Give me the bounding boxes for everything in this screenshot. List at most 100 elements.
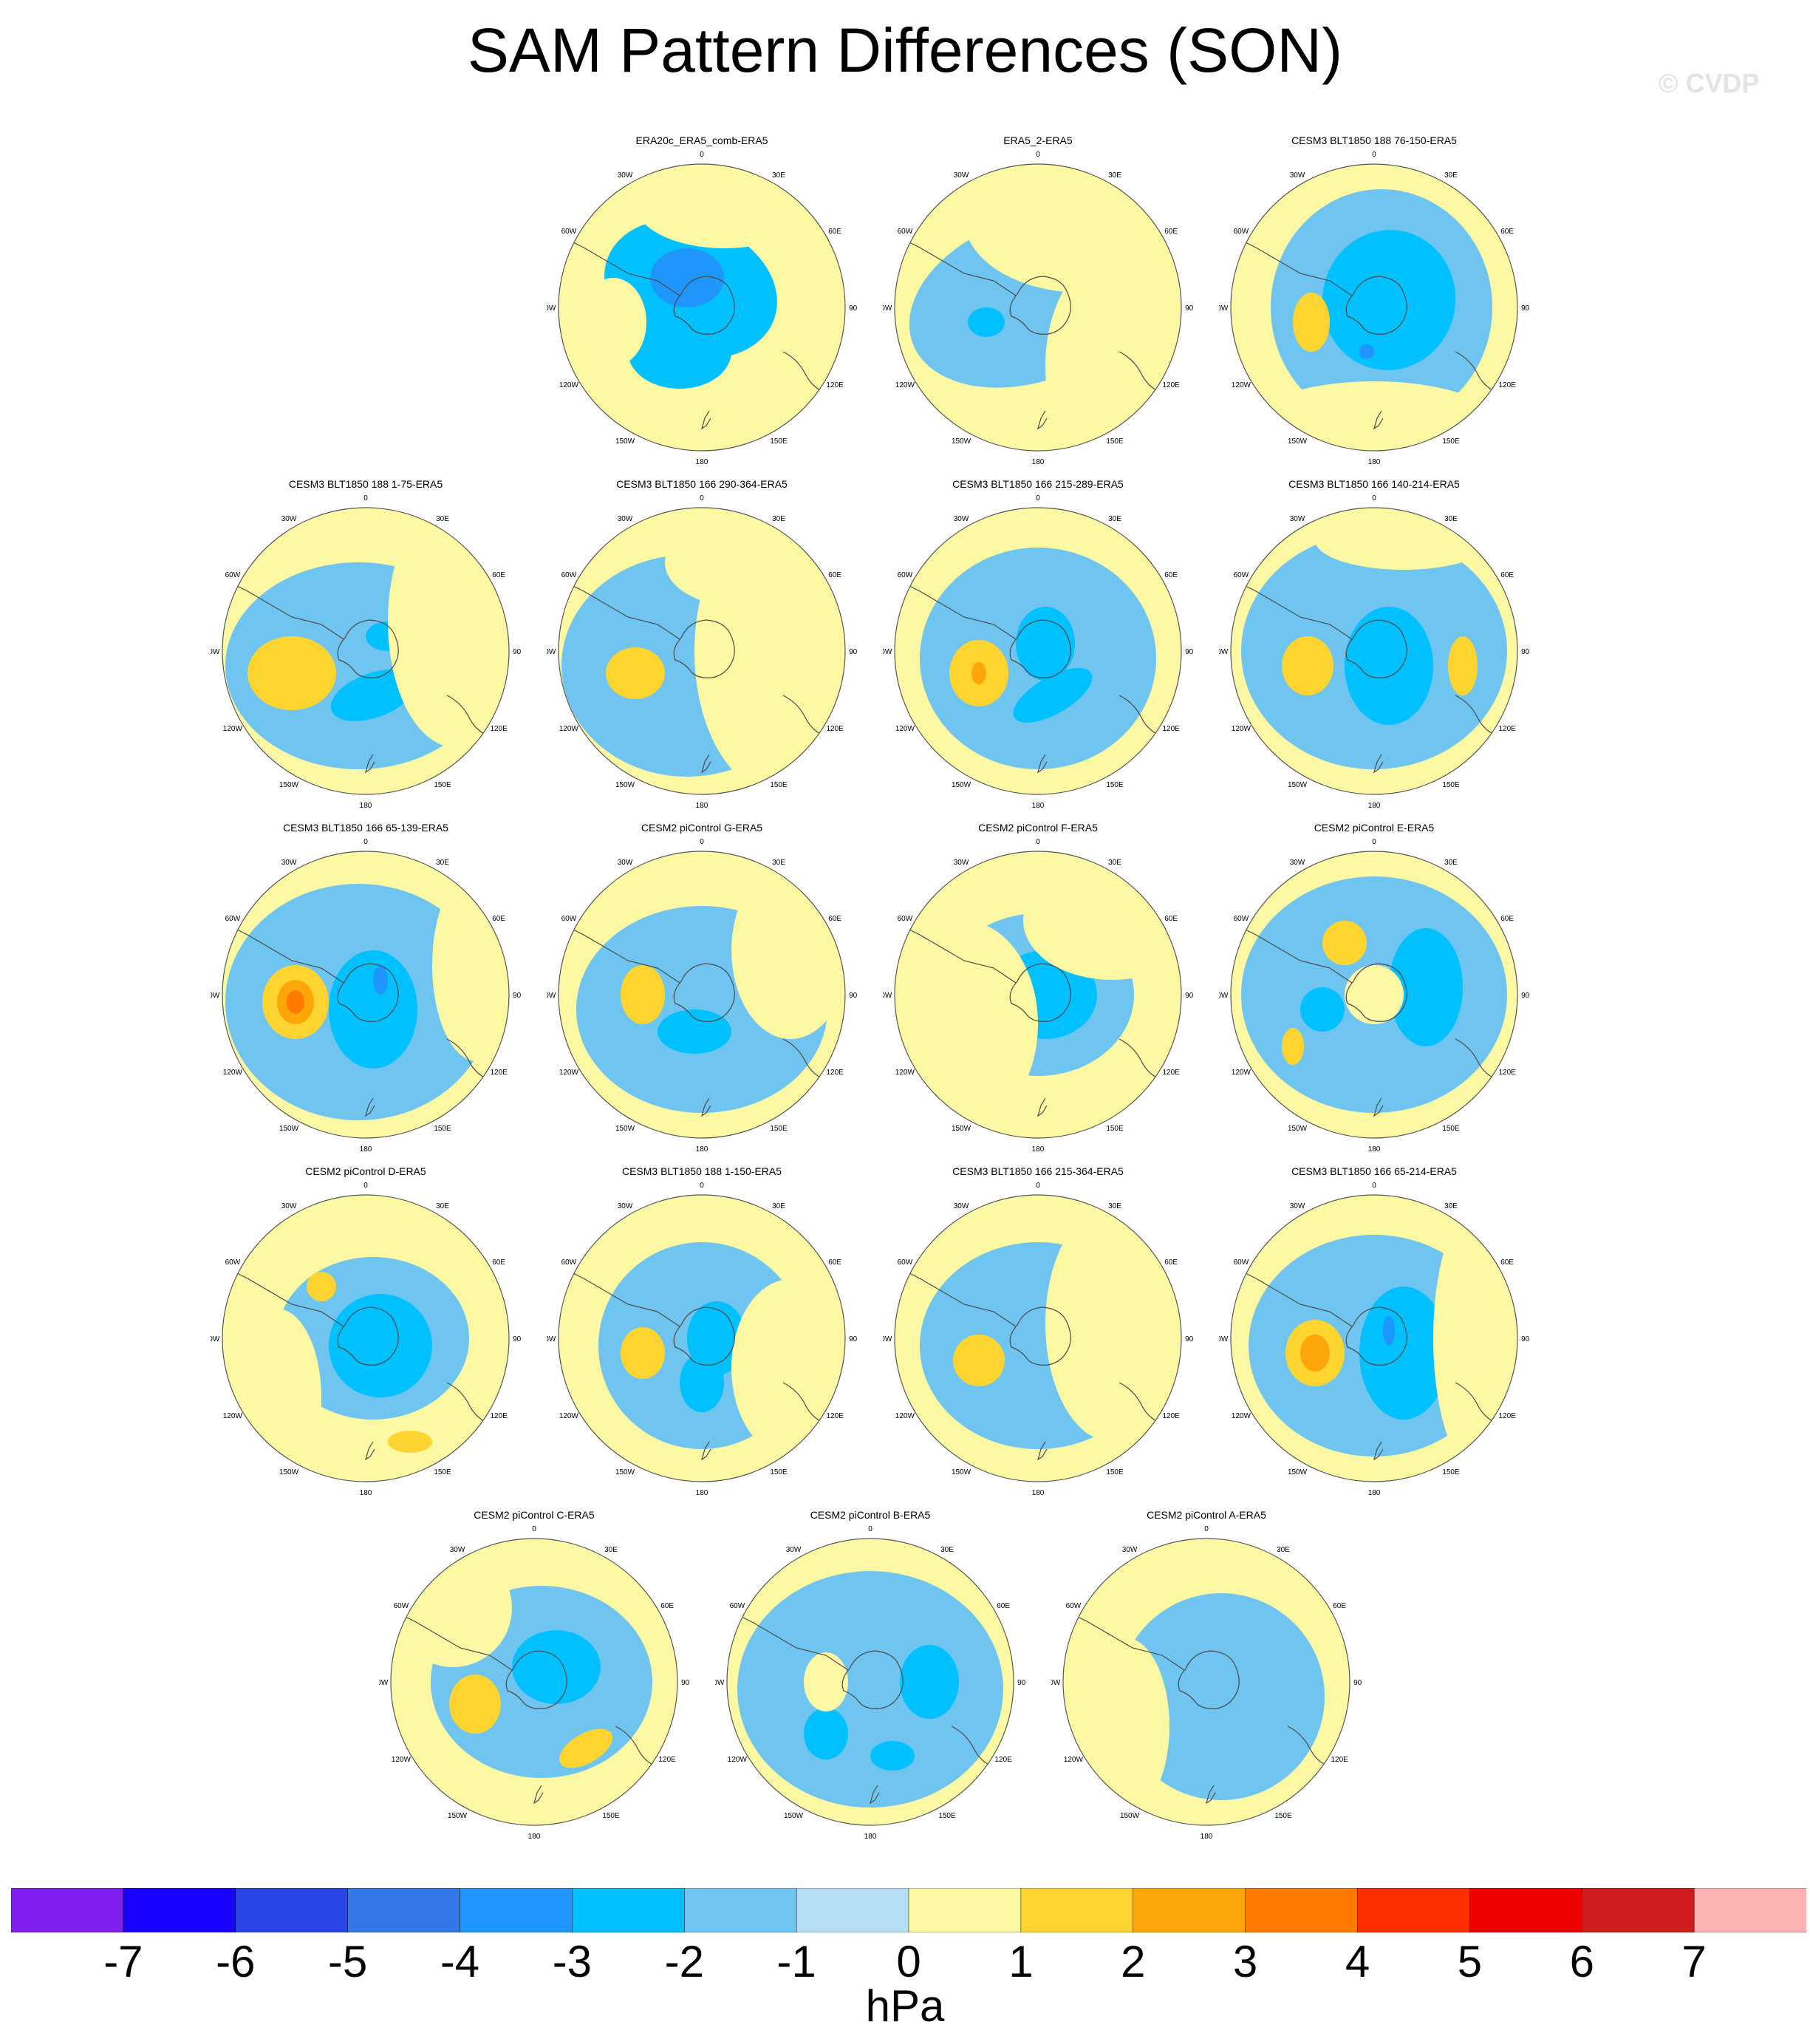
longitude-label: 30E — [1444, 515, 1458, 523]
colorbar-tick-label: 0 — [896, 1937, 921, 1986]
colorbar-segment — [684, 1888, 797, 1932]
map-boundary — [222, 1194, 510, 1482]
polar-map: 0 30E 60E 90E 120E 150E 180 150W 120W 90W 60W 30W — [1219, 494, 1529, 810]
map-boundary — [558, 1194, 846, 1482]
panel-title: CESM2 piControl B-ERA5 — [810, 1509, 931, 1521]
longitude-label: 60W — [561, 571, 577, 579]
longitude-label: 60W — [898, 915, 913, 923]
longitude-label: 0 — [868, 1525, 872, 1533]
contour-region — [658, 1009, 731, 1054]
longitude-label: 180 — [696, 802, 708, 810]
longitude-label: 60W — [394, 1602, 409, 1610]
panel-title: CESM2 piControl C-ERA5 — [474, 1509, 595, 1521]
longitude-label: 150E — [1274, 1812, 1292, 1820]
longitude-label: 180 — [696, 1489, 708, 1497]
panel-title: CESM3 BLT1850 166 215-289-ERA5 — [952, 478, 1124, 490]
longitude-label: 180 — [864, 1833, 877, 1841]
contour-region — [1383, 1316, 1395, 1346]
longitude-label: 0 — [700, 151, 704, 159]
map-panel: CESM3 BLT1850 166 215-289-ERA5 0 30E 60E 90E… — [883, 477, 1193, 810]
colorbar-segment — [1693, 1888, 1806, 1932]
longitude-label: 30W — [1290, 515, 1305, 523]
contour-region — [1315, 511, 1492, 570]
longitude-label: 0 — [700, 1182, 704, 1190]
longitude-label: 30W — [786, 1546, 802, 1554]
contour-region — [449, 1675, 501, 1734]
polar-map: 0 30E 60E 90E 120E 150E 180 150W 120W 90W 60W 30W — [379, 1525, 689, 1841]
longitude-label: 90E — [849, 1335, 857, 1343]
longitude-label: 60W — [1234, 915, 1249, 923]
longitude-label: 180 — [1368, 1489, 1381, 1497]
longitude-label: 0 — [700, 838, 704, 846]
contour-region — [512, 1630, 601, 1704]
longitude-label: 60W — [1234, 1258, 1249, 1267]
longitude-label: 120E — [826, 1069, 844, 1077]
longitude-label: 0 — [363, 494, 368, 503]
longitude-label: 150W — [1288, 1125, 1308, 1133]
antarctica-outline — [841, 1650, 904, 1709]
longitude-label: 150E — [1106, 781, 1124, 789]
colorbar-tick-label: -5 — [327, 1937, 368, 1986]
map-boundary — [894, 851, 1182, 1139]
contour-region — [1345, 965, 1404, 1024]
longitude-label: 180 — [360, 1489, 372, 1497]
map-boundary — [222, 851, 510, 1139]
longitude-label: 90W — [211, 1335, 220, 1343]
longitude-label: 90E — [849, 992, 857, 1000]
longitude-label: 60W — [1234, 571, 1249, 579]
contour-region — [1293, 293, 1330, 352]
longitude-label: 120W — [223, 1069, 243, 1077]
longitude-label: 150W — [952, 1125, 971, 1133]
panel-title: CESM2 piControl D-ERA5 — [305, 1165, 426, 1177]
longitude-label: 90E — [1521, 304, 1529, 313]
longitude-label: 90W — [547, 992, 556, 1000]
contour-region — [1359, 1287, 1448, 1420]
longitude-label: 150E — [434, 1125, 451, 1133]
longitude-label: 60E — [492, 1258, 505, 1267]
contour-region — [900, 1645, 959, 1719]
antarctica-outline — [673, 963, 735, 1022]
longitude-label: 30E — [1444, 859, 1458, 867]
longitude-label: 150E — [1106, 1125, 1124, 1133]
longitude-label: 120E — [1498, 725, 1516, 733]
longitude-label: 120E — [1162, 1069, 1180, 1077]
longitude-label: 120W — [895, 725, 915, 733]
longitude-label: 60E — [1164, 228, 1178, 236]
longitude-label: 120E — [826, 381, 844, 389]
longitude-label: 120E — [1498, 1069, 1516, 1077]
longitude-label: 120E — [490, 1412, 508, 1420]
map-boundary — [558, 507, 846, 795]
longitude-label: 150E — [770, 1468, 788, 1476]
longitude-label: 60E — [1164, 915, 1178, 923]
longitude-label: 90E — [1521, 1335, 1529, 1343]
longitude-label: 90E — [1185, 304, 1193, 313]
longitude-label: 30E — [1277, 1546, 1290, 1554]
longitude-label: 150E — [770, 1125, 788, 1133]
polar-map: 0 30E 60E 90E 120E 150E 180 150W 120W 90W 60W 30W — [1219, 1182, 1529, 1497]
longitude-label: 30W — [281, 1202, 297, 1210]
contour-region — [247, 636, 336, 710]
longitude-label: 30W — [1290, 171, 1305, 180]
contour-region — [388, 1431, 432, 1453]
colorbar-tick-label: 4 — [1345, 1937, 1370, 1986]
contour-region — [329, 950, 417, 1069]
antarctica-outline — [1178, 1650, 1240, 1709]
longitude-label: 90E — [681, 1679, 689, 1687]
contour-region — [621, 965, 665, 1024]
longitude-label: 90W — [883, 992, 892, 1000]
antarctica-outline — [1345, 619, 1407, 678]
longitude-label: 60W — [730, 1602, 745, 1610]
polar-map: 0 30E 60E 90E 120E 150E 180 150W 120W 90W 60W 30W — [547, 1182, 857, 1497]
polar-map: 0 30E 60E 90E 120E 150E 180 150W 120W 90W 60W 30W — [883, 1182, 1193, 1497]
map-boundary — [726, 1538, 1014, 1826]
map-panel: CESM2 piControl G-ERA5 0 30E 60E 90E 120E 150E… — [547, 820, 857, 1154]
colorbar-segment — [460, 1888, 573, 1932]
longitude-label: 150E — [434, 1468, 451, 1476]
longitude-label: 150W — [615, 1125, 635, 1133]
map-boundary — [222, 507, 510, 795]
map-panels: ERA20c_ERA5_comb-ERA5 0 30E 60E 90E 120E 150E 1… — [211, 134, 1529, 1841]
contour-region — [1359, 344, 1374, 359]
longitude-label: 120W — [1232, 1069, 1251, 1077]
map-boundary — [894, 163, 1182, 452]
colorbar-tick-label: 7 — [1681, 1937, 1707, 1986]
